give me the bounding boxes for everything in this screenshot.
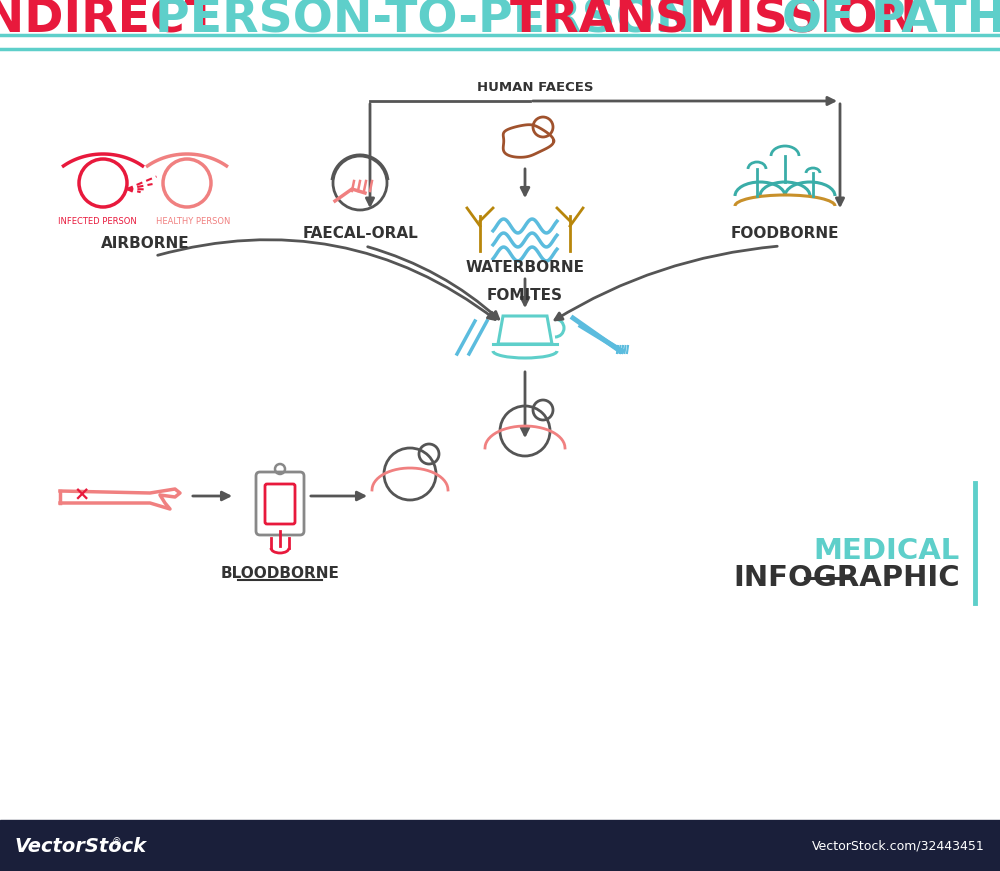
FancyBboxPatch shape: [265, 484, 295, 524]
Text: FAECAL-ORAL: FAECAL-ORAL: [302, 226, 418, 240]
FancyBboxPatch shape: [256, 472, 304, 535]
Text: ®: ®: [112, 837, 122, 847]
Bar: [0, 820, 1000, 871]
Text: FOODBORNE: FOODBORNE: [731, 226, 839, 240]
Text: PERSON-TO-PERSON: PERSON-TO-PERSON: [155, 0, 712, 43]
Text: VectorStock.com/32443451: VectorStock.com/32443451: [812, 840, 985, 853]
Text: VectorStock: VectorStock: [15, 836, 147, 855]
Text: TRANSMISSION: TRANSMISSION: [510, 0, 934, 43]
Text: MEDICAL: MEDICAL: [814, 537, 960, 565]
Text: ×: ×: [74, 485, 90, 504]
Text: AIRBORNE: AIRBORNE: [101, 235, 189, 251]
Text: HEALTHY PERSON: HEALTHY PERSON: [156, 217, 230, 226]
Text: WATERBORNE: WATERBORNE: [466, 260, 584, 275]
Text: BLOODBORNE: BLOODBORNE: [221, 565, 339, 580]
Text: HUMAN FAECES: HUMAN FAECES: [477, 82, 593, 94]
Text: INFOGRAPHIC: INFOGRAPHIC: [733, 564, 960, 592]
Text: INDIRECT: INDIRECT: [0, 0, 233, 43]
Text: FOMITES: FOMITES: [487, 288, 563, 303]
Text: INFECTED PERSON: INFECTED PERSON: [58, 217, 136, 226]
Text: OF PATHOGENS: OF PATHOGENS: [782, 0, 1000, 43]
